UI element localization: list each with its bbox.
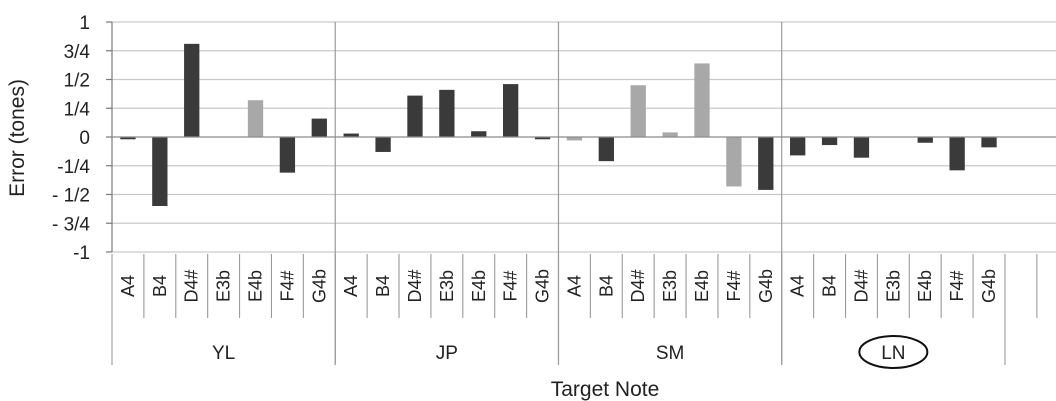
group-label: SM — [656, 343, 685, 364]
bar — [375, 137, 391, 152]
x-tick-label: B4 — [373, 275, 393, 297]
bar — [566, 137, 583, 141]
x-tick-labels: A4 B4 D4# E3b E4b F4# G4b A4 B4 D4# E3b E4b F4# G4b A4… — [118, 269, 999, 303]
x-axis-label: Target Note — [551, 378, 660, 401]
x-tick-label: G4b — [756, 269, 776, 303]
bar — [598, 137, 614, 162]
x-tick-label: E3b — [437, 270, 457, 302]
x-tick-label: E4b — [915, 270, 935, 302]
bar — [247, 100, 264, 137]
bar — [694, 63, 710, 137]
x-tick-label: A4 — [341, 275, 361, 297]
x-tick-label: G4b — [533, 269, 553, 303]
bar — [152, 137, 168, 206]
y-tick-label: - 1/2 — [52, 186, 90, 207]
bar — [311, 118, 327, 137]
bar — [502, 84, 519, 137]
bar — [471, 131, 487, 137]
x-tick-label: A4 — [564, 275, 584, 297]
bar — [439, 89, 455, 137]
x-tick-label: E3b — [214, 270, 234, 302]
group-label: LN — [881, 343, 905, 364]
y-tick-label: 1/4 — [64, 99, 91, 120]
x-tick-label: F4# — [724, 270, 744, 301]
bar — [949, 137, 965, 171]
bar — [407, 95, 423, 137]
bar — [981, 137, 997, 148]
bar — [758, 137, 774, 190]
x-tick-label: B4 — [596, 275, 616, 297]
bar — [853, 137, 870, 158]
bars — [120, 43, 997, 206]
x-tick-label: G4b — [979, 269, 999, 303]
x-tick-label: D4# — [182, 269, 202, 302]
x-tick-label: D4# — [405, 269, 425, 302]
x-tick-label: A4 — [788, 275, 808, 297]
x-tick-label: F4# — [501, 270, 521, 301]
bar — [662, 132, 678, 137]
y-tick-label: -1 — [73, 243, 90, 264]
x-tick-label: F4# — [947, 270, 967, 301]
x-tick-label: D4# — [628, 269, 648, 302]
x-tick-label: E4b — [469, 270, 489, 302]
x-tick-label: B4 — [820, 275, 840, 297]
bar — [726, 137, 742, 187]
group-label-circle — [858, 335, 929, 369]
bar — [917, 137, 933, 143]
y-tick-labels: 1 3/4 1/2 1/4 0 -1/4 - 1/2 - 3/4 -1 — [52, 13, 90, 264]
bar — [534, 137, 551, 140]
x-tick-label: B4 — [150, 275, 170, 297]
axes — [106, 21, 1056, 365]
y-axis-label: Error (tones) — [6, 79, 29, 197]
y-tick-label: 3/4 — [64, 42, 91, 63]
y-tick-label: - 3/4 — [52, 214, 90, 235]
bar — [343, 133, 359, 137]
bar — [279, 137, 296, 173]
x-tick-label: G4b — [309, 269, 329, 303]
y-tick-label: -1/4 — [57, 157, 90, 178]
y-tick-label: 1/2 — [64, 71, 90, 92]
y-tick-label: 0 — [79, 128, 90, 149]
bar — [630, 85, 646, 137]
x-tick-label: F4# — [277, 270, 297, 301]
x-tick-label: E4b — [692, 270, 712, 302]
bar — [790, 137, 806, 156]
x-tick-label: E3b — [883, 270, 903, 302]
x-tick-label: E4b — [246, 270, 266, 302]
x-tick-label: E3b — [660, 270, 680, 302]
bar — [184, 43, 200, 137]
group-label: JP — [436, 343, 458, 364]
bar — [821, 137, 838, 146]
y-tick-label: 1 — [79, 13, 90, 34]
group-labels: YL JP SM LN — [212, 335, 929, 369]
x-tick-label: D4# — [851, 269, 871, 302]
x-tick-label: A4 — [118, 275, 138, 297]
group-label: YL — [212, 343, 235, 364]
bar — [120, 137, 136, 140]
gridlines — [112, 21, 1056, 253]
